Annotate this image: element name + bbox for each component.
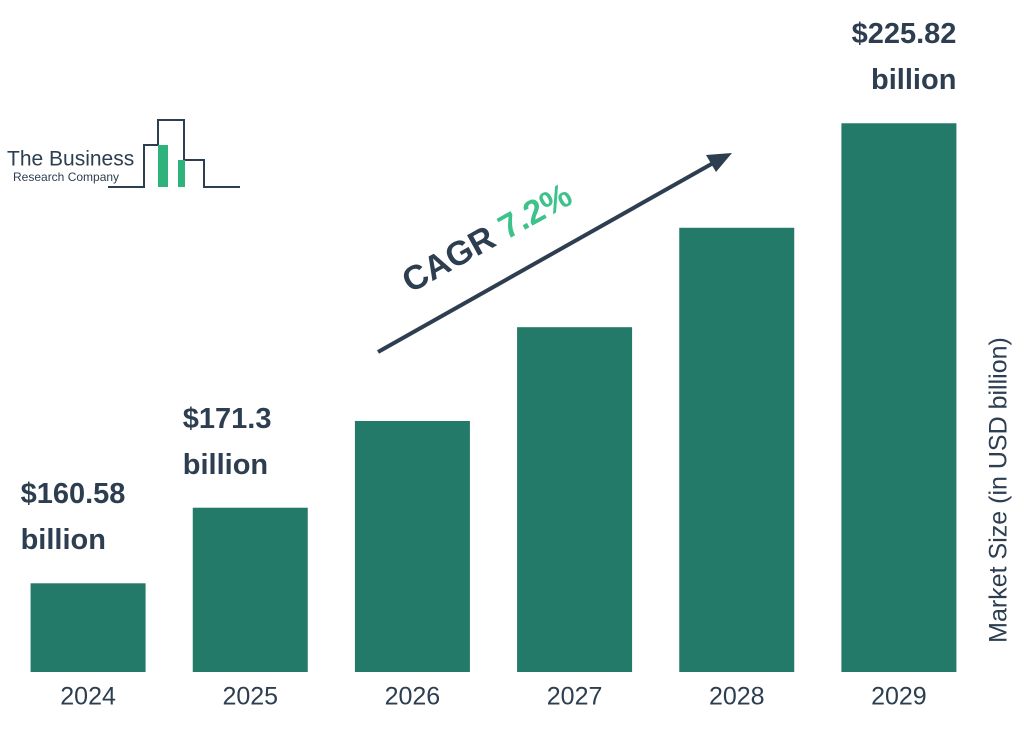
logo: The Business Research Company bbox=[7, 119, 240, 188]
bar bbox=[192, 507, 308, 672]
logo-bar bbox=[158, 145, 168, 187]
logo-subtext: Research Company bbox=[13, 170, 119, 184]
bar bbox=[354, 420, 470, 672]
arrow-line bbox=[377, 160, 716, 354]
cagr-text: CAGR7.2% bbox=[396, 176, 579, 300]
bar bbox=[517, 327, 633, 672]
cagr-arrow: CAGR7.2% bbox=[377, 153, 732, 354]
y-axis-label: Market Size (in USD billion) bbox=[985, 337, 1013, 643]
bar bbox=[841, 123, 957, 673]
logo-outline bbox=[108, 119, 240, 188]
x-tick-label: 2029 bbox=[871, 683, 927, 711]
cagr-label: CAGR bbox=[396, 219, 502, 301]
value-label: $171.3 billion bbox=[182, 402, 272, 481]
x-tick-label: 2028 bbox=[709, 683, 765, 711]
value-label: $225.82 billion bbox=[851, 18, 957, 97]
value-label: $160.58 billion bbox=[20, 478, 126, 557]
logo-bar bbox=[178, 160, 185, 187]
bar bbox=[30, 583, 146, 672]
cagr-value: 7.2% bbox=[492, 176, 578, 247]
bar bbox=[679, 227, 795, 672]
x-tick-label: 2026 bbox=[385, 683, 441, 711]
x-tick-label: 2027 bbox=[547, 683, 603, 711]
logo-text: The Business bbox=[7, 148, 134, 171]
x-tick-label: 2025 bbox=[222, 683, 278, 711]
x-tick-label: 2024 bbox=[60, 683, 116, 711]
arrow-head bbox=[706, 153, 732, 172]
